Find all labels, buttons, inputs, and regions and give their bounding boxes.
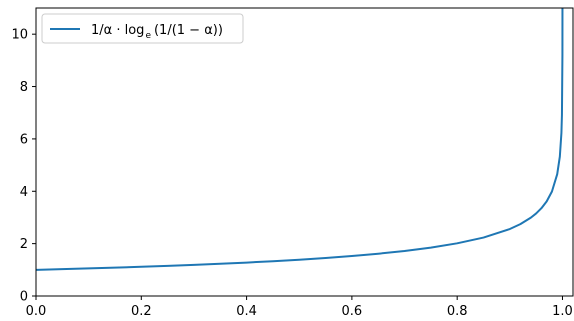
y-tick-label: 4 [20,185,28,200]
series-line [36,8,564,271]
legend-label-rest: (1/(1 − α)) [154,23,223,38]
legend-box [41,13,244,44]
plot-frame [35,7,574,297]
y-tick-label: 2 [20,237,28,252]
legend-label: 1/α · loge (1/(1 − α)) [91,23,223,41]
x-tick-label: 0.0 [26,304,47,319]
x-tick-label: 0.2 [131,304,152,319]
plot-background [36,8,573,296]
x-tick-label: 0.6 [342,304,363,319]
x-tick-label: 1.0 [552,304,573,319]
series-layer [36,8,564,271]
y-tick-label: 10 [11,28,28,43]
x-tick-label: 0.8 [447,304,468,319]
y-tick-label: 8 [20,80,28,95]
legend-label-sub: e [145,31,151,41]
x-tick-label: 0.4 [236,304,257,319]
legend: 1/α · loge (1/(1 − α)) [41,13,244,44]
y-axis: 0 2 4 6 8 10 [11,28,36,305]
legend-label-main: 1/α · log [91,23,144,38]
x-axis: 0.0 0.2 0.4 0.6 0.8 1.0 [26,296,573,319]
y-tick-label: 0 [20,290,28,305]
y-tick-label: 6 [20,132,28,147]
